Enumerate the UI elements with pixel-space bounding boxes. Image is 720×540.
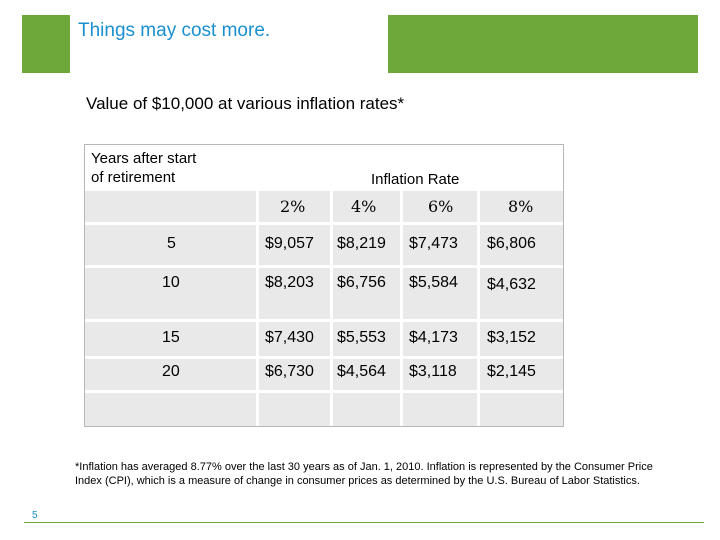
- years-cell: 10: [162, 274, 180, 291]
- page-number: 5: [32, 510, 38, 521]
- value-cell: $8,203: [265, 274, 314, 291]
- rate-4: 4%: [351, 197, 377, 216]
- value-cell: $3,118: [409, 363, 457, 380]
- value-cell: $2,145: [487, 363, 536, 380]
- rate-2: 2%: [280, 197, 306, 216]
- value-cell: $9,057: [265, 235, 314, 252]
- value-cell: $6,756: [337, 274, 386, 291]
- table-caption: Value of $10,000 at various inflation ra…: [86, 94, 405, 113]
- table-row: [85, 267, 563, 321]
- footnote: *Inflation has averaged 8.77% over the l…: [75, 461, 653, 487]
- accent-block-right: [388, 15, 698, 73]
- value-cell: $5,584: [409, 274, 458, 291]
- years-cell: 20: [162, 363, 180, 380]
- years-cell: 5: [167, 235, 176, 252]
- value-cell: $6,730: [265, 363, 314, 380]
- slide-title: Things may cost more.: [78, 20, 271, 41]
- table-row: [85, 321, 563, 358]
- value-cell: $3,152: [487, 329, 536, 346]
- value-cell: $5,553: [337, 329, 386, 346]
- inflation-rate-header: Inflation Rate: [371, 171, 460, 188]
- accent-block-left: [22, 15, 70, 73]
- value-cell: $4,632: [487, 276, 536, 293]
- years-column-header: Years after start of retirement: [91, 150, 197, 186]
- table-row: [85, 224, 563, 267]
- value-cell: $8,219: [337, 235, 386, 252]
- years-cell: 15: [162, 329, 180, 346]
- value-cell: $7,473: [409, 235, 458, 252]
- value-cell: $4,564: [337, 363, 386, 380]
- rate-8: 8%: [508, 197, 534, 216]
- rate-6: 6%: [428, 197, 454, 216]
- value-cell: $4,173: [409, 329, 458, 346]
- value-cell: $7,430: [265, 329, 314, 346]
- value-cell: $6,806: [487, 235, 536, 252]
- table-border: [84, 144, 564, 427]
- footer-rule: [24, 522, 704, 523]
